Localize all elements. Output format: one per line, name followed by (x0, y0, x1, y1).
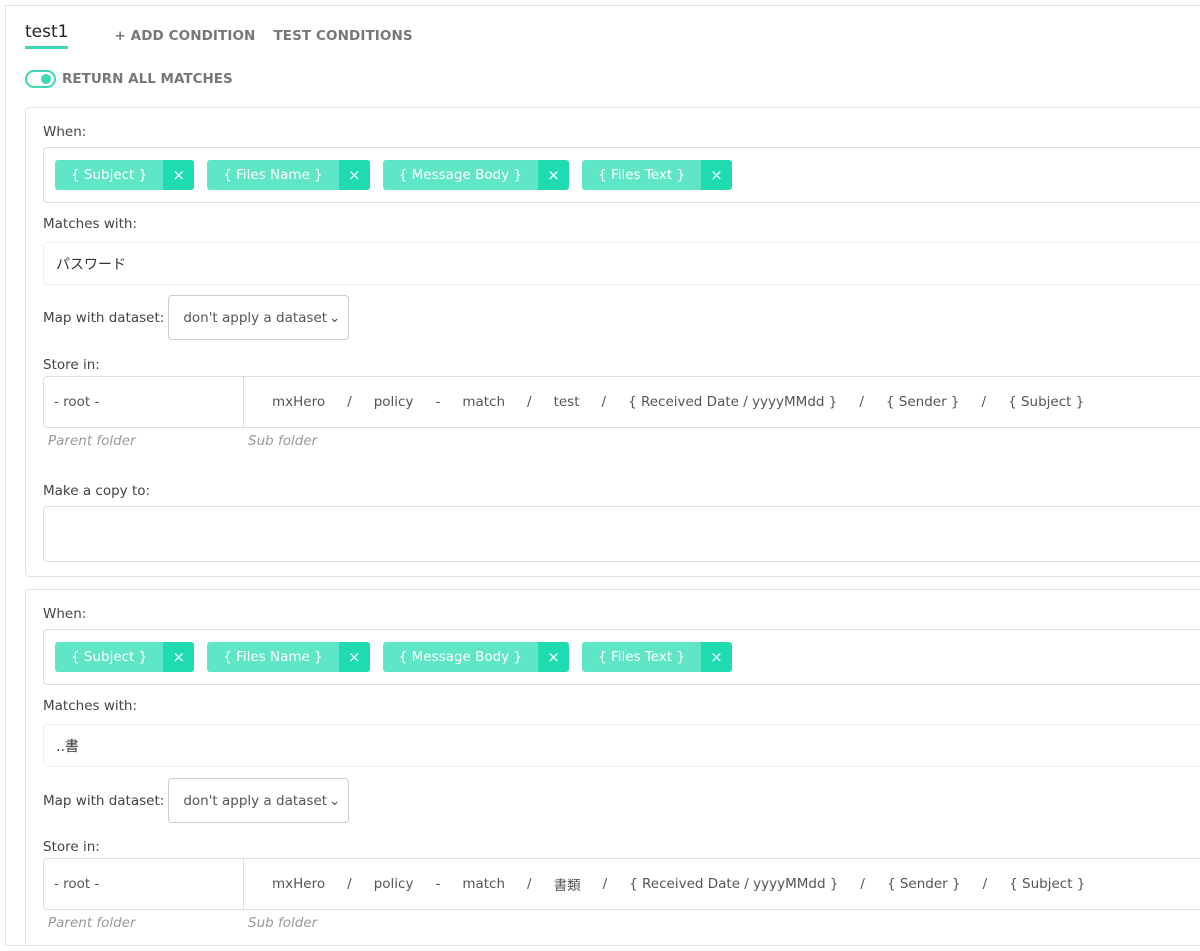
map-dataset-row: Map with dataset: don't apply a dataset ⌄ (43, 778, 350, 823)
field-chip: { Message Body } × (382, 642, 570, 672)
chip-label: { Files Name } (207, 160, 339, 190)
add-condition-button[interactable]: + ADD CONDITION (114, 27, 256, 44)
dataset-select[interactable]: don't apply a dataset ⌄ (168, 295, 350, 340)
path-segment: policy (373, 876, 414, 892)
chip-label: { Message Body } (382, 642, 539, 672)
path-segment: / (347, 876, 352, 892)
path-segment: { Sender } (885, 394, 960, 410)
condition-card: When: { Subject } ×{ Files Name } ×{ Messa… (25, 107, 1200, 577)
chevron-down-icon: ⌄ (329, 309, 341, 326)
dataset-select-value: don't apply a dataset (183, 309, 328, 326)
path-segment: { Subject } (1009, 876, 1086, 892)
sub-folder-input[interactable]: mxHero / policy - match / test / { Received Date… (244, 377, 1106, 427)
parent-folder-input[interactable]: - root - (44, 377, 244, 427)
parent-folder-hint: Parent folder (48, 433, 136, 449)
conditions-panel: test1 + ADD CONDITION TEST CONDITIONS RE… (5, 5, 1200, 946)
field-chip: { Subject } × (55, 160, 195, 190)
when-field[interactable]: { Subject } ×{ Files Name } ×{ Message Bod… (43, 629, 1200, 685)
path-segment: { Received Date / yyyyMMdd } (629, 876, 839, 892)
field-chip: { Files Text } × (582, 160, 733, 190)
return-all-matches-toggle[interactable] (25, 70, 56, 88)
field-chip: { Message Body } × (382, 160, 570, 190)
path-segment: { Received Date / yyyyMMdd } (628, 394, 838, 410)
remove-chip-icon[interactable]: × (538, 160, 570, 190)
path-segment: mxHero (272, 394, 326, 410)
field-chip: { Files Name } × (207, 642, 370, 672)
path-segment: mxHero (272, 876, 326, 892)
path-segment: - (435, 876, 441, 892)
when-label: When: (43, 124, 87, 140)
path-segment: / (527, 876, 532, 892)
field-chip: { Files Name } × (207, 160, 370, 190)
path-segment: { Sender } (886, 876, 961, 892)
dataset-select[interactable]: don't apply a dataset ⌄ (168, 778, 350, 823)
path-segment: / (602, 876, 608, 892)
sub-folder-hint: Sub folder (248, 433, 318, 449)
path-segment: { Subject } (1008, 394, 1085, 410)
field-chip: { Subject } × (55, 642, 195, 672)
map-dataset-label: Map with dataset: (43, 792, 165, 809)
chip-label: { Subject } (55, 642, 164, 672)
field-chip: { Files Text } × (582, 642, 733, 672)
path-segment: / (527, 394, 532, 410)
path-segment: / (859, 394, 864, 410)
path-segment: / (347, 394, 352, 410)
matches-with-input[interactable]: ..書 (43, 724, 1200, 767)
remove-chip-icon[interactable]: × (538, 642, 570, 672)
path-segment: / (601, 394, 607, 410)
store-in-field: - root - mxHero / policy - match / test / { Rece… (43, 376, 1200, 428)
chip-label: { Subject } (55, 160, 164, 190)
chip-label: { Files Name } (207, 642, 339, 672)
chevron-down-icon: ⌄ (329, 792, 341, 809)
sub-folder-hint: Sub folder (248, 915, 318, 931)
make-copy-input[interactable] (43, 506, 1200, 562)
tab-test1[interactable]: test1 (25, 22, 69, 49)
remove-chip-icon[interactable]: × (163, 642, 195, 672)
make-copy-label: Make a copy to: (43, 483, 151, 499)
parent-folder-input[interactable]: - root - (44, 859, 244, 909)
path-segment: / (982, 876, 988, 892)
condition-card: When: { Subject } ×{ Files Name } ×{ Messa… (25, 589, 1200, 945)
path-segment: policy (373, 394, 414, 410)
map-dataset-label: Map with dataset: (43, 309, 165, 326)
remove-chip-icon[interactable]: × (338, 642, 370, 672)
matches-with-label: Matches with: (43, 216, 138, 232)
path-segment: match (462, 876, 506, 892)
remove-chip-icon[interactable]: × (701, 160, 733, 190)
dataset-select-value: don't apply a dataset (183, 792, 328, 809)
chip-label: { Files Text } (582, 642, 702, 672)
map-dataset-row: Map with dataset: don't apply a dataset ⌄ (43, 295, 350, 340)
path-segment: - (435, 394, 441, 410)
matches-with-label: Matches with: (43, 698, 138, 714)
when-label: When: (43, 606, 87, 622)
parent-folder-hint: Parent folder (48, 915, 136, 931)
store-in-label: Store in: (43, 839, 100, 855)
store-in-label: Store in: (43, 357, 100, 373)
chip-label: { Message Body } (382, 160, 539, 190)
path-segment: / (860, 876, 865, 892)
tab-bar: test1 + ADD CONDITION TEST CONDITIONS (25, 22, 413, 49)
path-segment: test (553, 394, 580, 410)
remove-chip-icon[interactable]: × (163, 160, 195, 190)
store-in-field: - root - mxHero / policy - match / 書類 / { Receiv… (43, 858, 1200, 910)
sub-folder-input[interactable]: mxHero / policy - match / 書類 / { Received Date /… (244, 859, 1107, 909)
test-conditions-button[interactable]: TEST CONDITIONS (273, 27, 413, 44)
path-segment: match (462, 394, 506, 410)
return-all-matches-row: RETURN ALL MATCHES (25, 70, 233, 88)
path-segment: / (981, 394, 987, 410)
return-all-matches-label: RETURN ALL MATCHES (62, 71, 233, 87)
remove-chip-icon[interactable]: × (701, 642, 733, 672)
when-field[interactable]: { Subject } ×{ Files Name } ×{ Message Bod… (43, 147, 1200, 203)
remove-chip-icon[interactable]: × (338, 160, 370, 190)
matches-with-input[interactable]: パスワード (43, 242, 1200, 285)
path-segment: 書類 (553, 878, 581, 894)
chip-label: { Files Text } (582, 160, 702, 190)
